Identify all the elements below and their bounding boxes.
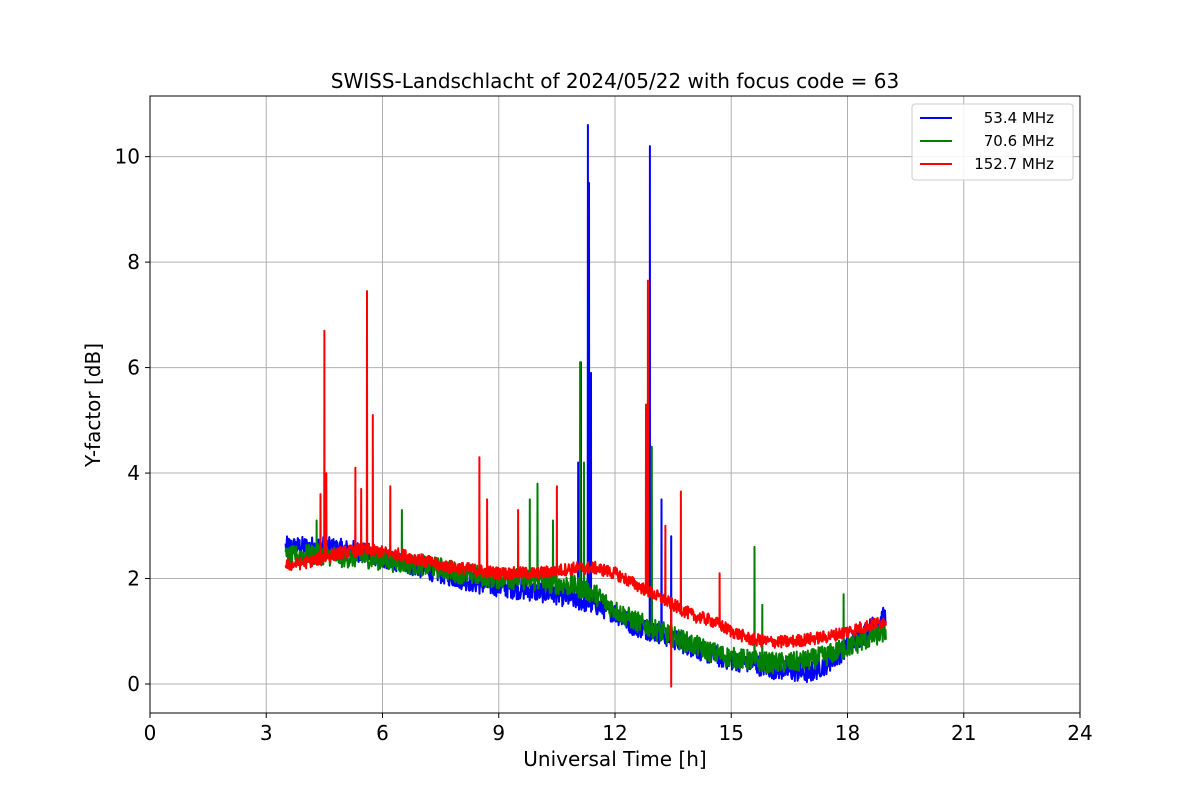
x-tick-label: 15 [719, 721, 744, 745]
legend: 53.4 MHz 70.6 MHz 152.7 MHz [911, 103, 1074, 181]
series-layer [284, 124, 887, 688]
y-tick-label: 8 [127, 250, 140, 274]
y-tick-label: 4 [127, 461, 140, 485]
legend-label: 70.6 MHz [984, 132, 1054, 150]
x-tick-label: 21 [951, 721, 976, 745]
y-tick-label: 2 [127, 567, 140, 591]
x-tick-label: 6 [376, 721, 389, 745]
series-line-3 [284, 279, 887, 688]
x-tick-label: 0 [144, 721, 157, 745]
x-tick-label: 12 [602, 721, 627, 745]
chart-title: SWISS-Landschlacht of 2024/05/22 with fo… [331, 69, 899, 93]
y-tick-label: 10 [115, 145, 140, 169]
x-tick-label: 18 [835, 721, 860, 745]
y-axis-label: Y-factor [dB] [81, 343, 105, 468]
x-tick-label: 3 [260, 721, 273, 745]
legend-label: 152.7 MHz [974, 155, 1054, 173]
x-axis-label: Universal Time [h] [523, 747, 706, 771]
legend-label: 53.4 MHz [984, 109, 1054, 127]
series-line-2 [284, 361, 887, 675]
y-tick-label: 6 [127, 356, 140, 380]
y-tick-label: 0 [127, 672, 140, 696]
x-tick-label: 24 [1067, 721, 1092, 745]
x-tick-label: 9 [492, 721, 505, 745]
legend-frame [911, 103, 1074, 181]
